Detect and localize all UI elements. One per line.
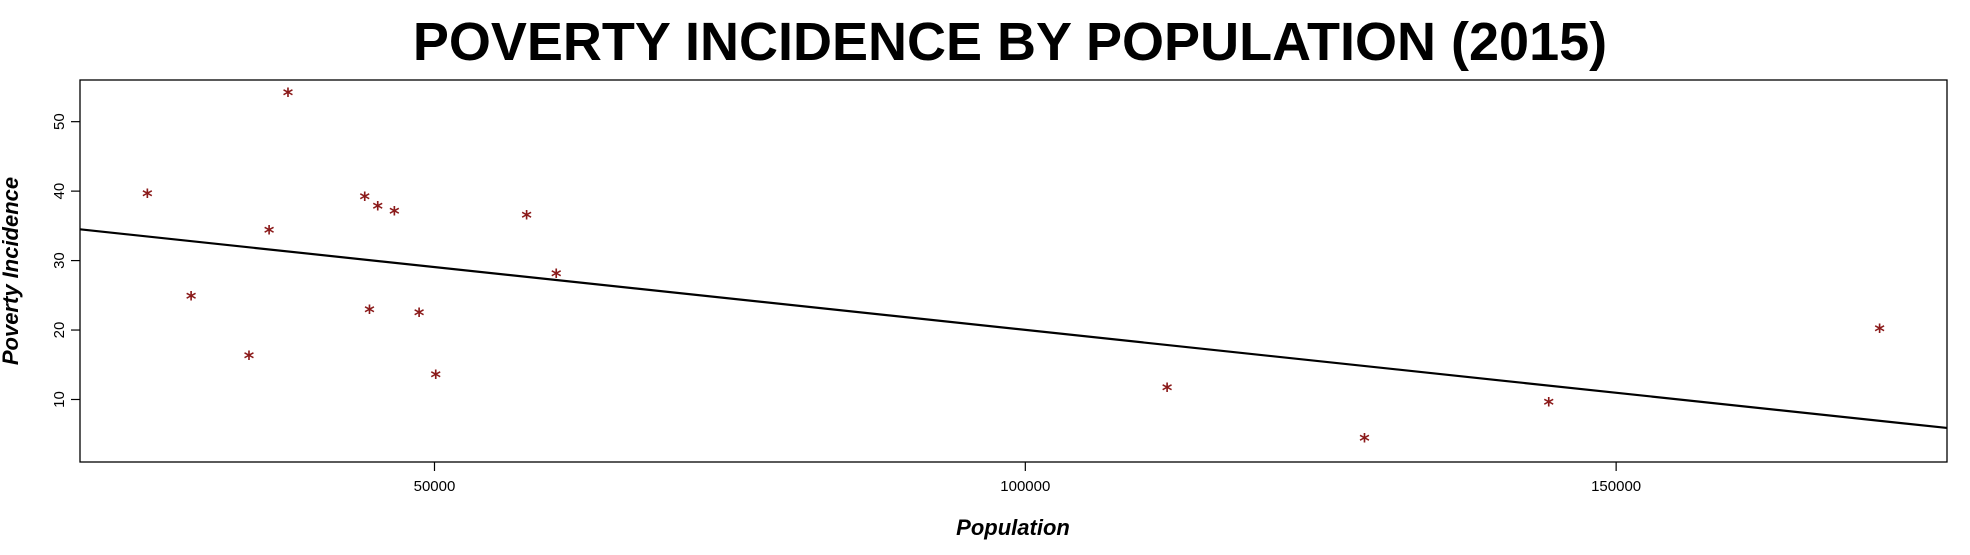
x-axis: 50000 100000 150000 xyxy=(414,462,1641,495)
y-tick-label: 30 xyxy=(51,252,68,269)
x-axis-label: Population xyxy=(956,515,1070,540)
y-tick-label: 20 xyxy=(51,322,68,339)
x-tick-label: 150000 xyxy=(1591,478,1641,495)
x-tick-label: 100000 xyxy=(1000,478,1050,495)
data-point: * xyxy=(142,185,153,209)
data-point: * xyxy=(373,197,384,221)
data-point: * xyxy=(283,83,294,107)
y-tick-label: 40 xyxy=(51,183,68,200)
data-point: * xyxy=(1359,429,1370,453)
y-tick-label: 10 xyxy=(51,391,68,408)
data-point: * xyxy=(551,265,562,289)
y-axis: 10 20 30 40 50 xyxy=(51,113,80,408)
data-point: * xyxy=(264,221,275,245)
data-point: * xyxy=(1162,378,1173,402)
data-point: * xyxy=(521,206,532,230)
data-point: * xyxy=(186,287,197,311)
regression-line xyxy=(79,228,1948,430)
data-point: * xyxy=(364,301,375,325)
data-point: * xyxy=(389,202,400,226)
plot-frame xyxy=(79,79,1948,463)
data-point: * xyxy=(430,365,441,389)
data-point: * xyxy=(360,187,371,211)
data-point: * xyxy=(1874,319,1885,343)
data-point: * xyxy=(414,303,425,327)
data-point: * xyxy=(244,347,255,371)
y-tick-label: 50 xyxy=(51,113,68,130)
points-group: ******** ********* xyxy=(142,83,1885,453)
y-axis-label: Poverty Incidence xyxy=(0,177,23,365)
x-tick-label: 50000 xyxy=(414,478,456,495)
trendline-group xyxy=(79,228,1948,430)
chart-title: POVERTY INCIDENCE BY POPULATION (2015) xyxy=(413,12,1607,72)
data-point: * xyxy=(1544,393,1555,417)
